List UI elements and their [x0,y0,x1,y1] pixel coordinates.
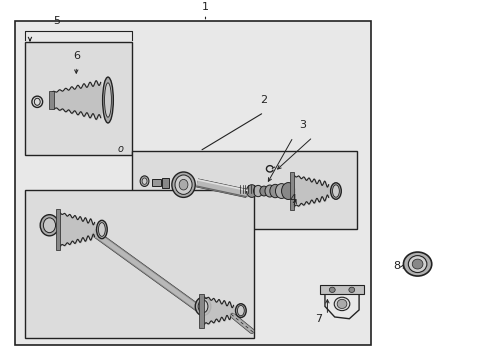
Ellipse shape [281,183,295,199]
Ellipse shape [235,304,245,318]
Bar [320,285,363,294]
Ellipse shape [142,178,147,184]
Ellipse shape [330,183,341,199]
Ellipse shape [246,185,257,197]
Ellipse shape [179,179,187,190]
Ellipse shape [275,184,287,198]
Ellipse shape [237,306,244,316]
Text: 6: 6 [73,51,80,61]
Ellipse shape [98,222,105,237]
Bar [161,178,168,188]
Ellipse shape [348,287,354,292]
Ellipse shape [403,252,431,276]
Ellipse shape [104,83,111,117]
Text: 1: 1 [202,2,208,12]
Ellipse shape [140,176,149,186]
Ellipse shape [411,259,422,269]
Text: 2: 2 [260,95,267,105]
Ellipse shape [269,184,280,198]
Bar [152,179,160,186]
Bar [199,294,204,328]
Text: 5: 5 [53,16,60,26]
Ellipse shape [171,172,195,197]
Bar [15,21,370,345]
Text: 8: 8 [393,261,400,271]
Ellipse shape [332,185,339,197]
Bar [132,151,356,229]
Bar [289,172,294,210]
Bar [56,209,61,250]
Bar [25,42,132,155]
Ellipse shape [175,175,192,194]
Ellipse shape [259,186,267,196]
Text: 3: 3 [299,120,306,130]
Text: o: o [117,144,123,154]
Ellipse shape [96,220,107,239]
Ellipse shape [264,185,274,197]
Ellipse shape [407,256,426,273]
Ellipse shape [195,297,210,316]
Ellipse shape [43,218,56,233]
Ellipse shape [333,297,349,311]
Ellipse shape [102,77,113,123]
Bar [49,91,54,109]
Ellipse shape [329,287,334,292]
Ellipse shape [198,300,207,313]
Text: 7: 7 [315,314,322,324]
Ellipse shape [336,299,346,309]
Ellipse shape [253,185,262,197]
Text: 4: 4 [289,194,296,204]
Ellipse shape [40,215,59,236]
Bar [25,190,254,338]
